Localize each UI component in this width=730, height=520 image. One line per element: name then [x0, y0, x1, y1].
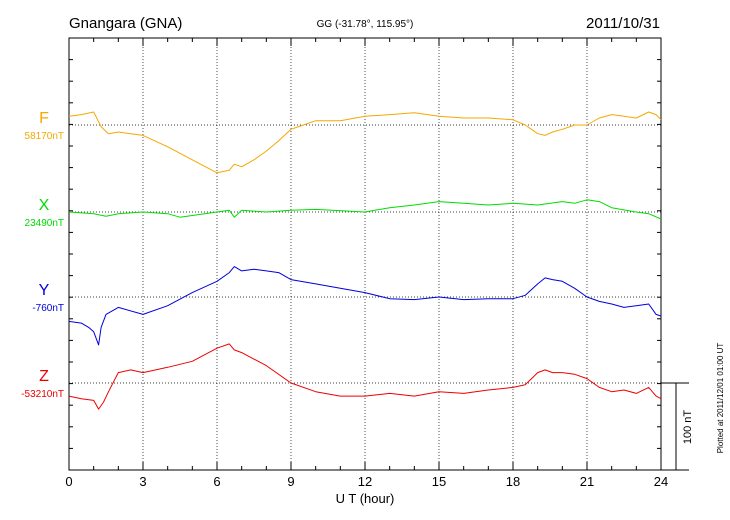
- grid: [69, 38, 661, 470]
- x-tick-label: 3: [139, 474, 146, 489]
- x-tick-label: 0: [65, 474, 72, 489]
- series-baseline-z: -53210nT: [21, 389, 64, 400]
- series-name-f: F: [39, 110, 49, 127]
- chart-subtitle: GG (-31.78°, 115.95°): [317, 19, 414, 30]
- series-line-x: [68, 199, 662, 220]
- series-baseline-y: -760nT: [32, 303, 64, 314]
- series-line-f: [68, 111, 662, 174]
- x-tick-label: 12: [358, 474, 372, 489]
- series-baseline-x: 23490nT: [25, 218, 64, 229]
- scale-bar: 100 nT: [661, 382, 694, 471]
- series-baseline-f: 58170nT: [25, 131, 64, 142]
- series-name-x: X: [39, 197, 50, 214]
- chart-title: Gnangara (GNA): [69, 15, 182, 32]
- x-tick-label: 15: [432, 474, 446, 489]
- plot-timestamp: Plotted at 2011/12/01 01:00 UT: [716, 343, 725, 454]
- series-name-z: Z: [39, 368, 49, 385]
- x-tick-label: 21: [580, 474, 594, 489]
- series-labels: F 58170nT X 23490nT Y -760nT Z -53210nT: [21, 110, 64, 400]
- series-group: [68, 111, 662, 410]
- series-line-y: [68, 266, 662, 346]
- x-tick-label: 18: [506, 474, 520, 489]
- x-tick-label: 24: [654, 474, 668, 489]
- x-tick-label: 9: [287, 474, 294, 489]
- chart-date: 2011/10/31: [586, 15, 660, 32]
- series-line-z: [68, 343, 662, 410]
- series-name-y: Y: [39, 282, 50, 299]
- x-axis-label: U T (hour): [336, 491, 395, 506]
- x-tick-label: 6: [213, 474, 220, 489]
- x-axis: 0 3 6 9 12 15 18 21 24: [65, 37, 668, 489]
- scale-bar-label: 100 nT: [682, 410, 694, 445]
